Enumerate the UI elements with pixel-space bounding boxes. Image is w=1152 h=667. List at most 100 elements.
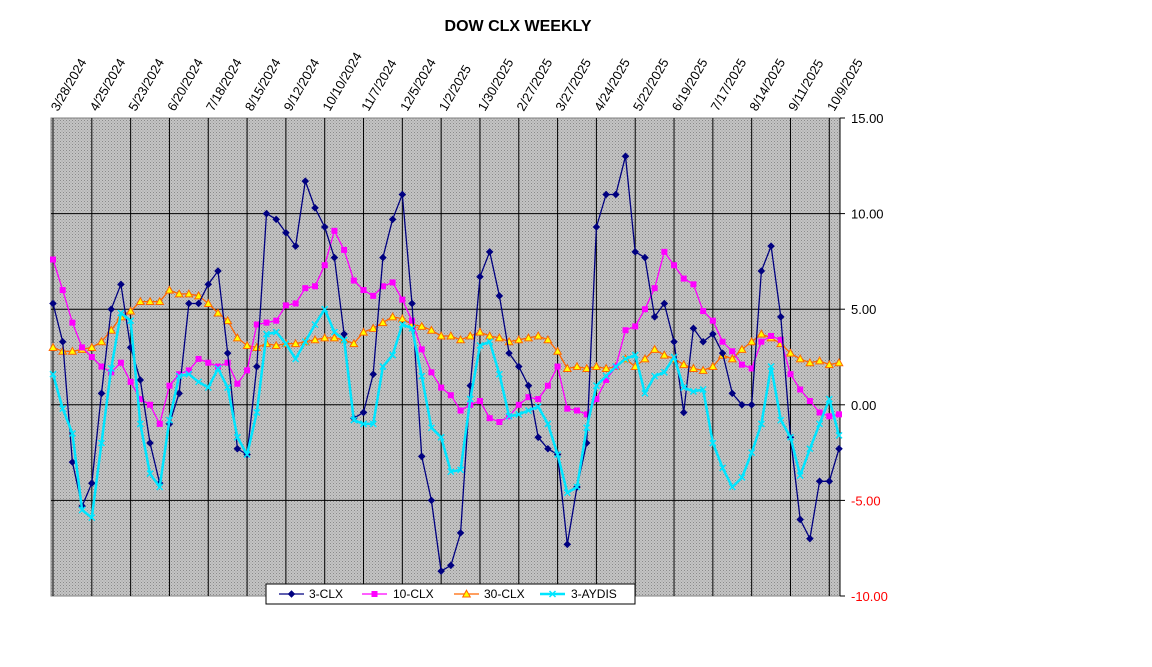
data-point xyxy=(709,317,716,324)
data-point xyxy=(350,416,358,424)
data-point xyxy=(224,384,232,392)
marker-stroke xyxy=(476,341,484,350)
data-point xyxy=(88,354,95,360)
data-point xyxy=(127,317,135,325)
data-point xyxy=(816,409,823,416)
data-point xyxy=(525,394,532,401)
data-point xyxy=(253,408,261,416)
marker-stroke xyxy=(418,372,426,380)
data-point xyxy=(825,477,834,486)
marker-stroke xyxy=(262,330,271,338)
marker-stroke xyxy=(835,431,843,439)
data-point xyxy=(670,337,678,346)
data-point xyxy=(786,433,795,441)
data-point xyxy=(193,290,204,300)
data-point xyxy=(214,364,222,373)
marker-stroke xyxy=(583,424,591,432)
data-point xyxy=(447,561,455,570)
data-point xyxy=(68,458,77,466)
data-point xyxy=(602,372,610,380)
data-point xyxy=(455,334,466,344)
legend: 3-CLX 10-CLX 30-CLX 3-AYDIS xyxy=(265,583,636,605)
data-point xyxy=(176,371,183,378)
data-point xyxy=(290,338,301,348)
marker-stroke xyxy=(49,370,57,378)
data-point xyxy=(156,483,164,491)
data-point xyxy=(514,334,524,344)
data-point xyxy=(320,333,330,342)
data-point xyxy=(738,361,745,368)
marker-stroke xyxy=(719,464,727,472)
data-point xyxy=(127,378,134,385)
data-point xyxy=(427,424,435,432)
data-point xyxy=(767,363,775,371)
marker-stroke xyxy=(59,405,67,413)
data-point xyxy=(816,420,824,428)
data-point xyxy=(650,313,659,321)
data-point xyxy=(214,267,222,275)
data-point xyxy=(50,256,56,263)
marker-stroke xyxy=(486,338,494,346)
marker-stroke xyxy=(767,363,775,371)
data-point xyxy=(486,415,493,422)
data-point xyxy=(330,253,339,262)
data-point xyxy=(349,338,359,348)
data-point xyxy=(651,372,659,380)
marker-stroke xyxy=(282,340,290,348)
data-point xyxy=(174,289,184,298)
data-point xyxy=(301,177,310,185)
data-point xyxy=(756,329,767,338)
data-point xyxy=(601,363,611,372)
data-point xyxy=(205,359,212,366)
marker-stroke xyxy=(427,424,435,432)
marker-stroke xyxy=(224,384,232,392)
x-tick-label: 11/7/2024 xyxy=(358,57,399,114)
marker-stroke xyxy=(709,439,717,447)
data-point xyxy=(78,506,86,514)
data-point xyxy=(805,357,815,367)
data-point xyxy=(146,470,154,478)
legend-swatch-marker xyxy=(548,590,557,598)
marker-stroke xyxy=(816,420,824,428)
x-tick-label: 3/28/2024 xyxy=(48,56,90,114)
data-point xyxy=(564,405,571,412)
data-point xyxy=(835,445,843,453)
marker-stroke xyxy=(243,450,251,459)
data-point xyxy=(612,190,620,199)
data-point xyxy=(777,336,784,343)
x-tick-label: 9/11/2025 xyxy=(785,57,826,114)
data-point xyxy=(631,351,639,359)
marker-stroke xyxy=(136,420,144,428)
data-point xyxy=(224,359,231,366)
data-point xyxy=(59,287,66,294)
data-point xyxy=(552,346,563,355)
data-point xyxy=(815,477,824,486)
data-point xyxy=(699,337,707,346)
data-point xyxy=(358,327,369,336)
marker-stroke xyxy=(505,412,513,420)
data-point xyxy=(272,215,280,224)
marker-stroke xyxy=(738,473,746,481)
x-axis: 3/28/20244/25/20245/23/20246/20/20247/18… xyxy=(48,50,866,114)
data-point xyxy=(312,283,318,290)
marker-stroke xyxy=(156,483,164,491)
data-point xyxy=(806,445,814,453)
marker-stroke xyxy=(301,338,309,346)
data-point xyxy=(137,396,144,403)
marker-stroke xyxy=(408,324,416,332)
marker-stroke xyxy=(146,470,154,478)
data-point xyxy=(164,285,175,294)
marker-stroke xyxy=(631,351,639,359)
x-tick-label: 7/17/2025 xyxy=(707,56,749,114)
legend-swatch-marker xyxy=(371,591,378,597)
data-point xyxy=(59,405,67,413)
data-point xyxy=(698,365,708,374)
data-point xyxy=(640,354,650,363)
marker-stroke xyxy=(195,378,203,386)
marker-stroke xyxy=(204,384,212,392)
x-tick-label: 6/19/2025 xyxy=(669,56,711,114)
data-point xyxy=(447,468,455,476)
data-point xyxy=(593,396,600,403)
x-tick-label: 3/27/2025 xyxy=(552,56,594,114)
y-tick-label: -5.00 xyxy=(851,493,881,508)
